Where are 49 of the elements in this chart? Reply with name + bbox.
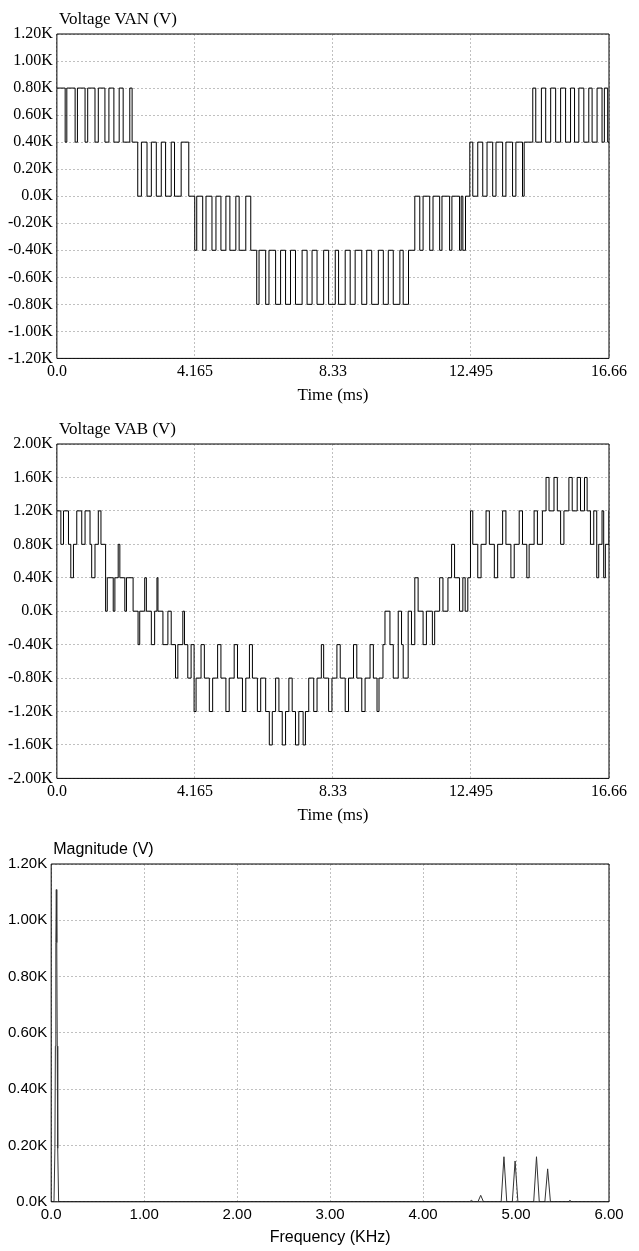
y-tick-label: 0.0K [16,1191,48,1209]
y-tick-label: 1.60K [13,467,54,485]
y-tick-label: 0.60K [8,1023,48,1041]
y-axis-title: Magnitude (V) [53,840,154,858]
y-axis-title: Voltage VAB (V) [58,418,177,438]
y-tick-label: 0.40K [13,132,54,150]
y-tick-label: -0.60K [7,267,54,285]
y-tick-label: 0.0K [21,186,54,204]
y-tick-label: 0.80K [13,78,54,96]
x-tick-label: 12.495 [448,362,493,380]
y-tick-label: -0.40K [7,240,54,258]
x-tick-label: 12.495 [448,782,493,800]
y-tick-label: 0.20K [8,1135,48,1153]
y-tick-label: 0.40K [13,567,54,585]
y-axis-title: Voltage VAN (V) [58,8,177,28]
x-tick-label: 16.66 [591,782,627,800]
x-axis-title: Time (ms) [297,805,369,825]
x-axis-title: Time (ms) [297,385,369,405]
x-axis-title: Frequency (KHz) [269,1227,391,1245]
y-tick-label: -1.00K [7,321,54,339]
y-tick-label: 0.0K [21,601,54,619]
x-tick-label: 3.00 [315,1204,345,1222]
y-tick-label: -1.20K [7,701,54,719]
y-tick-label: -0.80K [7,668,54,686]
y-tick-label: 0.80K [8,966,48,984]
y-tick-label: 0.40K [8,1079,48,1097]
x-tick-label: 8.33 [318,782,347,800]
x-tick-label: 4.00 [408,1204,438,1222]
x-tick-label: 4.165 [176,782,213,800]
y-tick-label: 1.00K [13,51,54,69]
x-tick-label: 2.00 [222,1204,252,1222]
x-tick-label: 6.00 [594,1204,624,1222]
y-tick-label: 1.00K [8,910,48,928]
y-tick-label: 1.20K [13,24,54,42]
y-tick-label: 0.80K [13,534,54,552]
x-tick-label: 1.00 [129,1204,159,1222]
y-tick-label: 1.20K [13,501,54,519]
y-tick-label: -0.40K [7,634,54,652]
y-tick-label: -0.80K [7,294,54,312]
y-tick-label: 0.20K [13,159,54,177]
x-tick-label: 5.00 [501,1204,531,1222]
x-tick-label: 16.66 [591,362,627,380]
y-tick-label: 1.20K [8,854,48,872]
x-tick-label: 4.165 [176,362,213,380]
x-tick-label: 8.33 [318,362,347,380]
y-tick-label: 2.00K [13,434,54,452]
y-tick-label: 0.60K [13,105,54,123]
y-tick-label: -1.60K [7,735,54,753]
y-tick-label: -0.20K [7,213,54,231]
